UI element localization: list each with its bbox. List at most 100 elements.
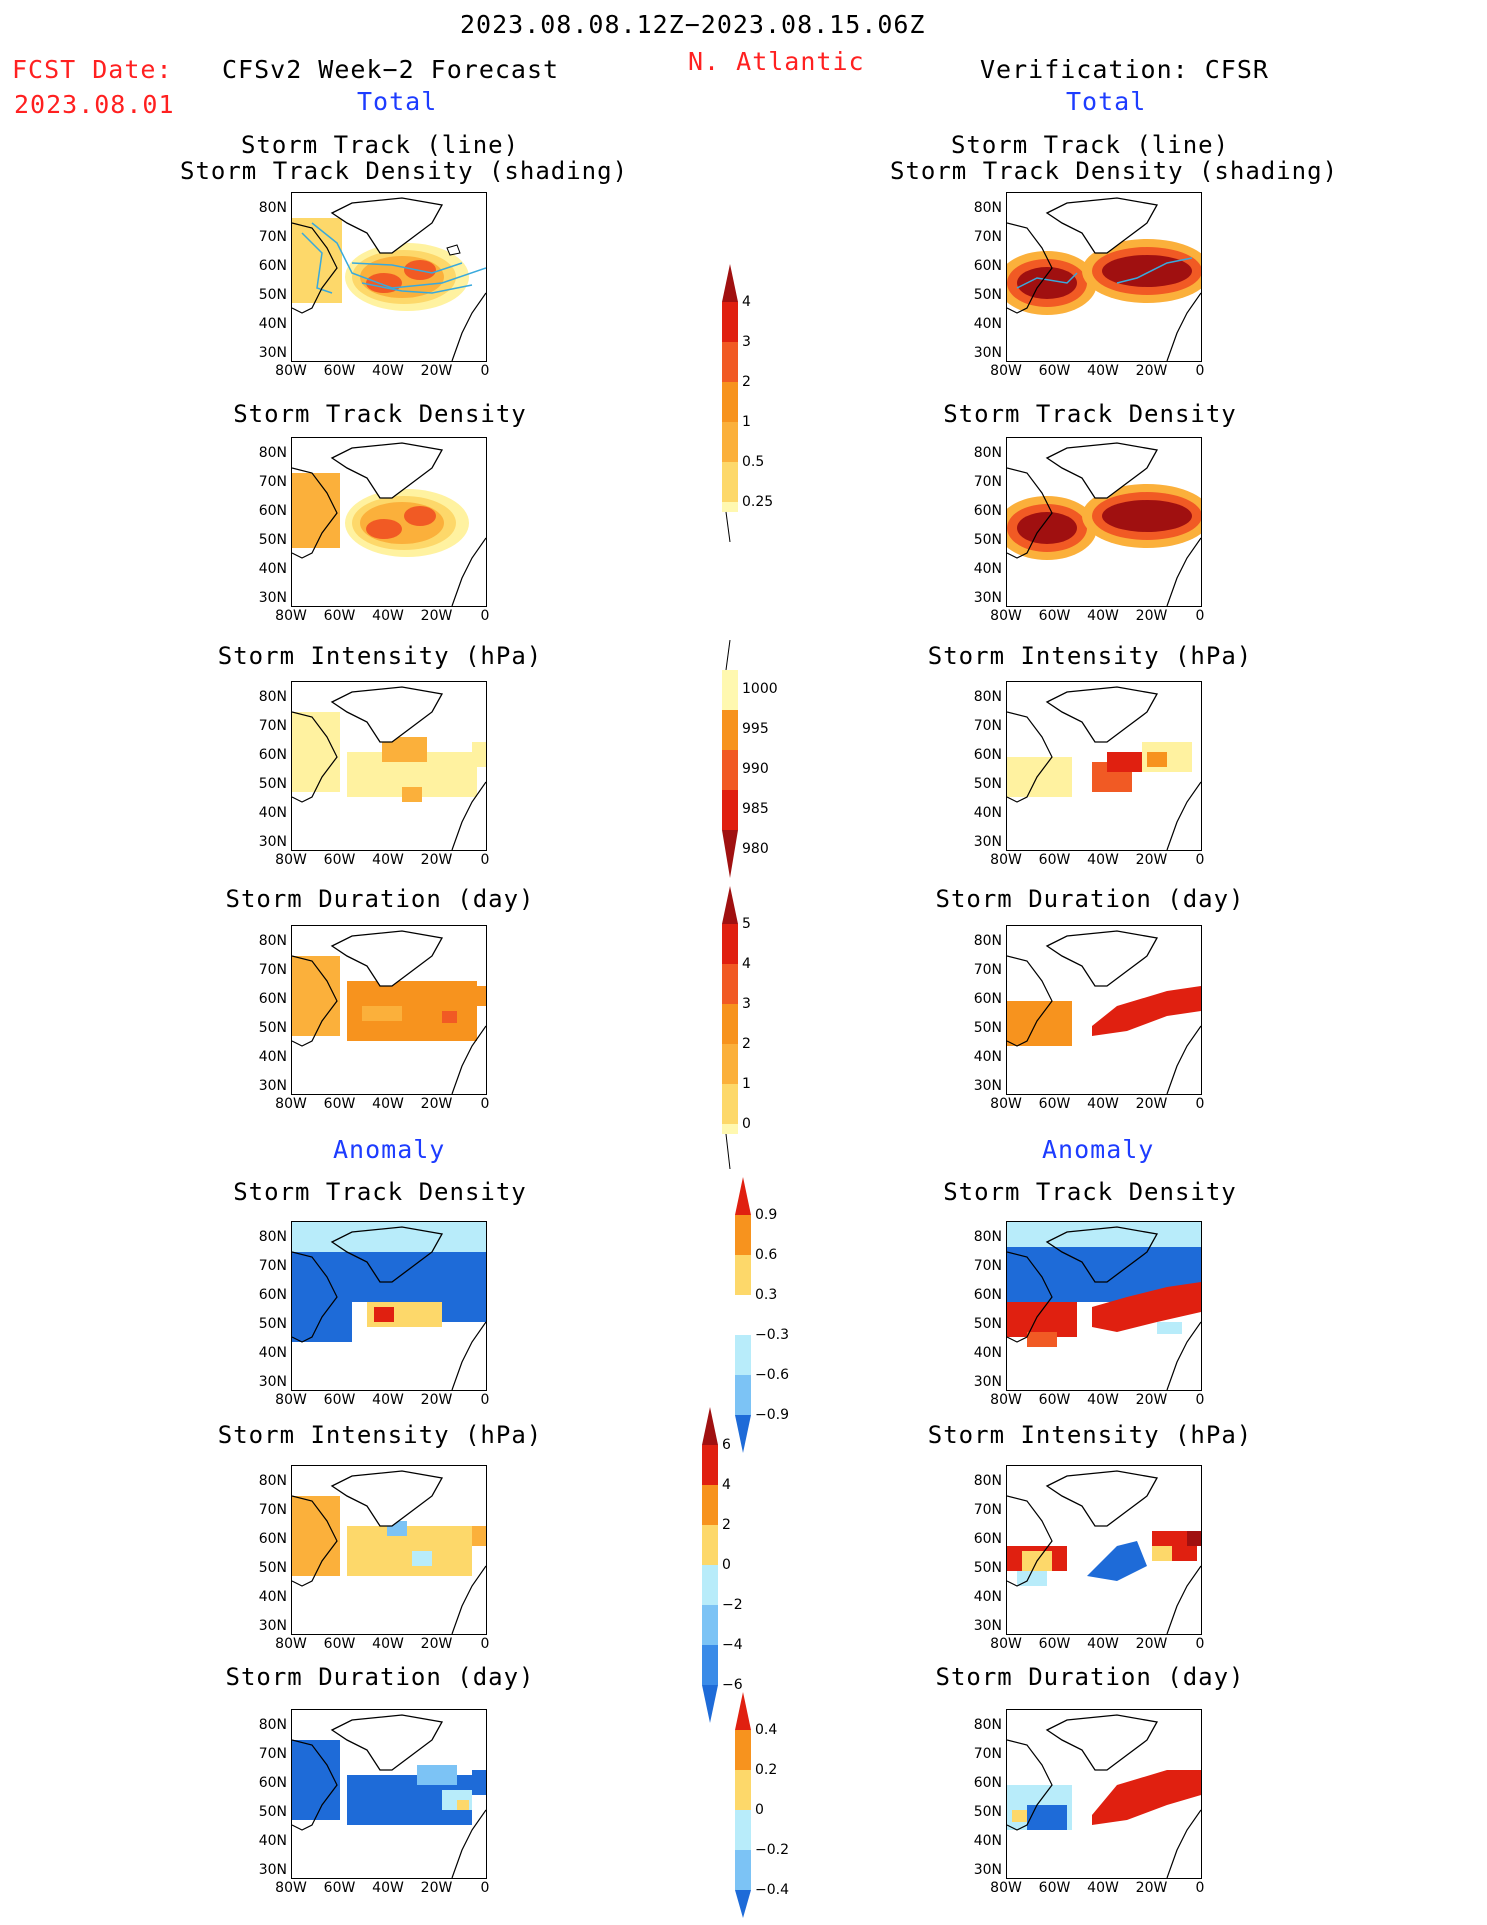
left-map-duration-lon-label-4: 0 — [480, 1096, 490, 1112]
left-map-duration-lat-label-1: 70N — [258, 962, 287, 978]
right-map-density-anomaly-lat-label-3: 50N — [973, 1316, 1002, 1332]
cb-duration-anom-label-0: 0.4 — [755, 1722, 778, 1738]
left-p3-title: Storm Intensity (hPa) — [217, 642, 543, 670]
right-map-storm-track-lon-label-0: 80W — [990, 363, 1022, 379]
cb-duration-label-0: 5 — [742, 916, 751, 932]
right-map-density-anomaly-fill — [1007, 1222, 1201, 1390]
left-map-track-density — [291, 437, 487, 607]
right-map-track-density-lon-label-4: 0 — [1195, 608, 1205, 624]
left-map-density-anomaly-fill — [292, 1222, 486, 1390]
left-map-intensity — [291, 681, 487, 851]
left-map-intensity-lat-label-5: 30N — [258, 834, 287, 850]
right-map-track-density-lat-label-2: 60N — [973, 503, 1002, 519]
left-map-duration-lat-label-5: 30N — [258, 1078, 287, 1094]
cb-duration-label-5: 0 — [742, 1116, 751, 1132]
left-map-density-anomaly — [291, 1221, 487, 1391]
right-map-track-density-lat-label-4: 40N — [973, 561, 1002, 577]
left-anomaly-label: Anomaly — [333, 1135, 446, 1164]
left-map-intensity-lon-label-1: 60W — [323, 852, 356, 868]
period-title: 2023.08.08.12Z−2023.08.15.06Z — [460, 10, 926, 39]
left-map-storm-track-lat-label-0: 80N — [258, 200, 287, 216]
right-map-intensity — [1006, 681, 1202, 851]
left-map-duration-anomaly-lon-label-3: 20W — [420, 1880, 453, 1896]
left-p2-title: Storm Track Density — [233, 400, 527, 428]
right-map-duration-lon-label-4: 0 — [1195, 1096, 1205, 1112]
right-map-storm-track-fill — [1007, 197, 1201, 361]
right-p7-title: Storm Duration (day) — [935, 1663, 1245, 1691]
left-map-intensity-anomaly-lon-label-0: 80W — [275, 1636, 307, 1652]
right-map-duration-fill — [1007, 930, 1201, 1094]
left-map-storm-track-lat-label-4: 40N — [258, 316, 287, 332]
right-map-duration-lon-label-3: 20W — [1135, 1096, 1168, 1112]
left-map-storm-track-lon-label-1: 60W — [323, 363, 356, 379]
left-map-storm-track-lat-label-2: 60N — [258, 258, 287, 274]
right-map-intensity-lon-label-1: 60W — [1038, 852, 1071, 868]
left-map-duration-anomaly — [291, 1709, 487, 1879]
left-p7-title: Storm Duration (day) — [225, 1663, 535, 1691]
colorbar-duration-swatches — [722, 886, 738, 1170]
left-map-duration-lat-label-4: 40N — [258, 1049, 287, 1065]
left-map-storm-track-lon-label-2: 40W — [372, 363, 404, 379]
cb-intensity-anom-label-5: −4 — [722, 1637, 743, 1653]
cb-duration-anom-label-4: −0.4 — [755, 1882, 789, 1898]
left-map-intensity-lat-label-1: 70N — [258, 718, 287, 734]
left-map-intensity-anomaly — [291, 1465, 487, 1635]
cb-density-anom-label-4: −0.6 — [755, 1367, 789, 1383]
left-map-duration-anomaly-lat-label-5: 30N — [258, 1862, 287, 1878]
right-map-density-anomaly-lat-label-1: 70N — [973, 1258, 1002, 1274]
left-map-duration-lat-label-3: 50N — [258, 1020, 287, 1036]
right-map-duration — [1006, 925, 1202, 1095]
fcst-date-value: 2023.08.01 — [14, 90, 175, 119]
left-map-storm-track-lat-label-3: 50N — [258, 287, 287, 303]
cb-duration-anom-label-3: −0.2 — [755, 1842, 789, 1858]
right-map-storm-track — [1006, 192, 1202, 362]
left-map-intensity-lat-label-4: 40N — [258, 805, 287, 821]
right-map-duration-lat-label-4: 40N — [973, 1049, 1002, 1065]
colorbar-duration-anomaly: 0.4 0.2 0 −0.2 −0.4 — [733, 1690, 789, 1924]
right-map-storm-track-lat-label-0: 80N — [973, 200, 1002, 216]
left-map-storm-track — [291, 192, 487, 362]
cb-density-label-2: 2 — [742, 374, 751, 390]
left-map-duration-anomaly-lat-label-1: 70N — [258, 1746, 287, 1762]
left-map-track-density-lat-label-5: 30N — [258, 590, 287, 606]
left-map-duration-anomaly-lat-label-4: 40N — [258, 1833, 287, 1849]
left-map-track-density-lon-label-0: 80W — [275, 608, 307, 624]
left-map-track-density-lat-label-3: 50N — [258, 532, 287, 548]
region-title: N. Atlantic — [688, 47, 865, 76]
right-map-intensity-lon-label-2: 40W — [1087, 852, 1119, 868]
cb-intensity-label-3: 985 — [742, 801, 769, 817]
cb-density-label-0: 4 — [742, 294, 751, 310]
right-map-density-anomaly-lon-label-4: 0 — [1195, 1392, 1205, 1408]
left-map-duration-lon-label-1: 60W — [323, 1096, 356, 1112]
left-map-density-anomaly-lon-label-2: 40W — [372, 1392, 404, 1408]
right-map-storm-track-lat-label-2: 60N — [973, 258, 1002, 274]
right-map-storm-track-lat-label-1: 70N — [973, 229, 1002, 245]
right-map-density-anomaly-lat-label-0: 80N — [973, 1229, 1002, 1245]
right-map-duration-lat-label-3: 50N — [973, 1020, 1002, 1036]
cb-density-label-5: 0.25 — [742, 494, 774, 510]
fcst-date-label: FCST Date: — [12, 55, 173, 84]
right-map-intensity-anomaly-fill — [1007, 1470, 1201, 1634]
cb-duration-label-4: 1 — [742, 1076, 751, 1092]
right-map-duration-lon-label-1: 60W — [1038, 1096, 1071, 1112]
right-map-storm-track-lat-label-4: 40N — [973, 316, 1002, 332]
right-map-intensity-anomaly-lon-label-1: 60W — [1038, 1636, 1071, 1652]
right-map-duration-anomaly-lat-label-1: 70N — [973, 1746, 1002, 1762]
left-map-intensity-anomaly-lat-label-2: 60N — [258, 1531, 287, 1547]
cb-density-anom-label-2: 0.3 — [755, 1287, 778, 1303]
left-map-density-anomaly-lon-label-1: 60W — [323, 1392, 356, 1408]
left-map-duration-anomaly-lon-label-4: 0 — [480, 1880, 490, 1896]
right-map-track-density-lat-label-0: 80N — [973, 445, 1002, 461]
right-map-duration-anomaly-lon-label-0: 80W — [990, 1880, 1022, 1896]
colorbar-density-anomaly: 0.9 0.6 0.3 −0.3 −0.6 −0.9 — [733, 1175, 789, 1459]
right-map-duration-anomaly — [1006, 1709, 1202, 1879]
left-map-storm-track-lon-label-4: 0 — [480, 363, 490, 379]
right-map-density-anomaly-lon-label-3: 20W — [1135, 1392, 1168, 1408]
right-p6-title: Storm Intensity (hPa) — [927, 1421, 1253, 1449]
left-map-storm-track-lat-label-5: 30N — [258, 345, 287, 361]
left-map-duration-lat-label-2: 60N — [258, 991, 287, 1007]
left-map-density-anomaly-lat-label-0: 80N — [258, 1229, 287, 1245]
left-p6-title: Storm Intensity (hPa) — [217, 1421, 543, 1449]
left-map-density-anomaly-lat-label-5: 30N — [258, 1374, 287, 1390]
right-p5-title: Storm Track Density — [943, 1178, 1237, 1206]
